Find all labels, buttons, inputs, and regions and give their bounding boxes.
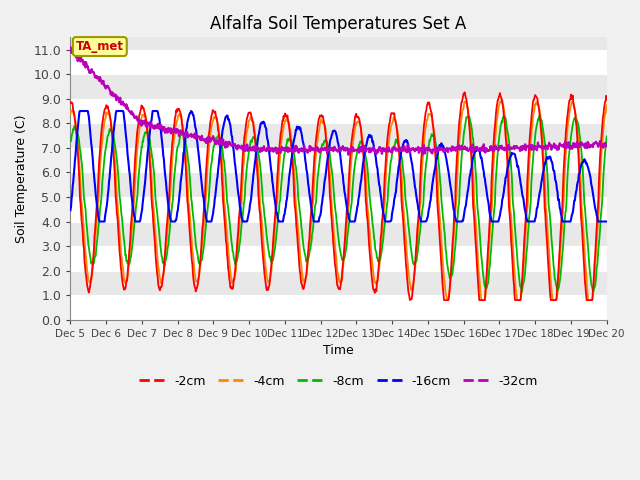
X-axis label: Time: Time xyxy=(323,344,354,357)
Y-axis label: Soil Temperature (C): Soil Temperature (C) xyxy=(15,114,28,243)
Bar xyxy=(70,74,607,99)
Bar xyxy=(70,172,607,197)
Bar xyxy=(70,295,607,320)
Bar xyxy=(70,148,607,172)
Title: Alfalfa Soil Temperatures Set A: Alfalfa Soil Temperatures Set A xyxy=(211,15,467,33)
Bar xyxy=(70,271,607,295)
Bar xyxy=(70,123,607,148)
Legend: -2cm, -4cm, -8cm, -16cm, -32cm: -2cm, -4cm, -8cm, -16cm, -32cm xyxy=(134,370,543,393)
Bar xyxy=(70,99,607,123)
Bar xyxy=(70,222,607,246)
Bar xyxy=(70,49,607,74)
Text: TA_met: TA_met xyxy=(76,40,124,53)
Bar xyxy=(70,246,607,271)
Bar xyxy=(70,197,607,222)
